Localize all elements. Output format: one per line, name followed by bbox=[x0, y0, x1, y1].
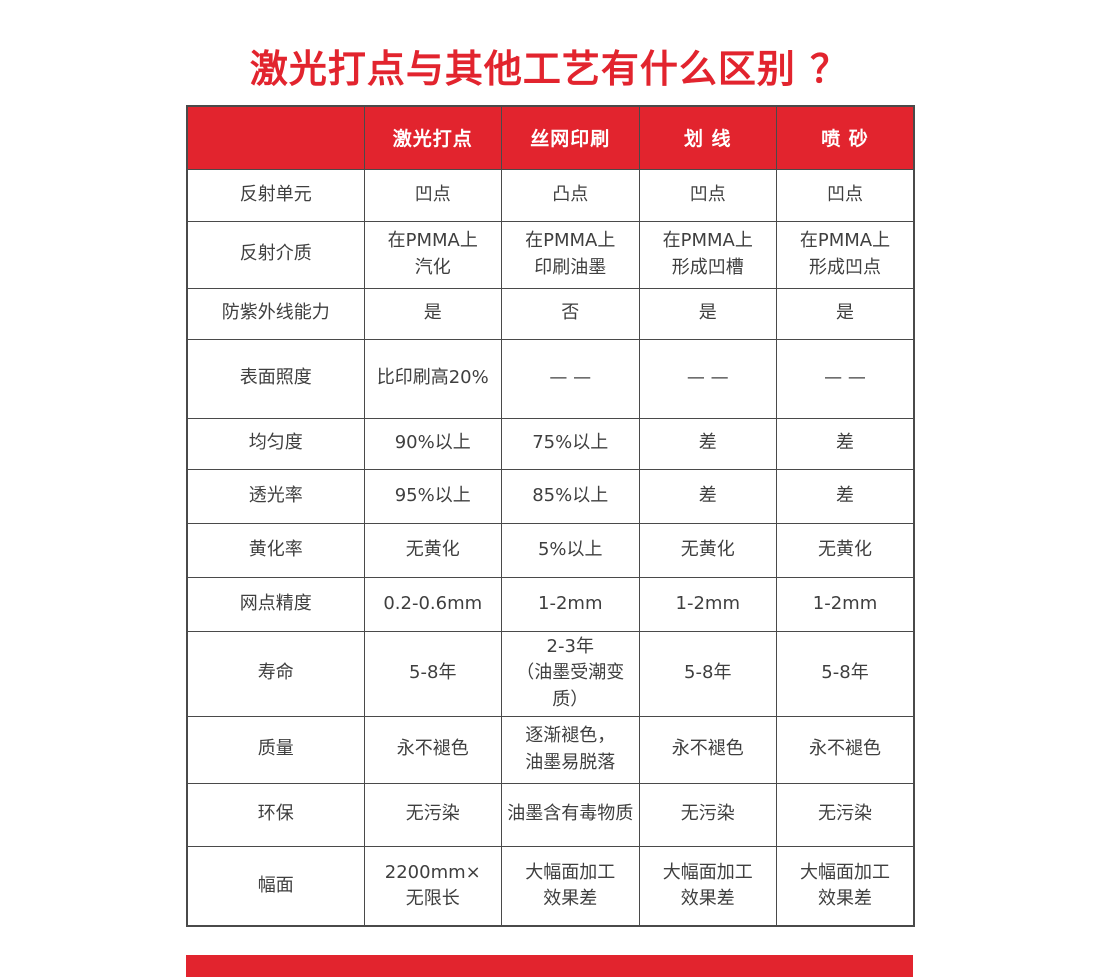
table-body: 反射单元 凹点 凸点 凹点 凹点 反射介质 在PMMA上 汽化 在PMMA上 印刷油墨 在PMM… bbox=[186, 168, 915, 927]
table-cell: 5-8年 bbox=[638, 630, 777, 717]
table-row: 透光率 95%以上 85%以上差差 bbox=[186, 468, 915, 524]
row-label: 防紫外线能力 bbox=[186, 287, 365, 340]
row-label: 均匀度 bbox=[186, 417, 365, 470]
table-row: 黄化率 无黄化 5%以上 无黄化 无黄化 bbox=[186, 522, 915, 578]
row-label: 透光率 bbox=[186, 468, 365, 524]
table-cell: 无污染 bbox=[776, 782, 915, 847]
table-cell: 在PMMA上 形成凹槽 bbox=[638, 220, 777, 289]
table-cell: 1-2mm bbox=[776, 576, 915, 632]
row-label: 质量 bbox=[186, 715, 365, 784]
table-cell: 无黄化 bbox=[776, 522, 915, 578]
column-header: 划 线 bbox=[638, 105, 777, 170]
table-cell: — — bbox=[501, 338, 640, 419]
row-label: 反射单元 bbox=[186, 168, 365, 222]
table-cell: 5%以上 bbox=[501, 522, 640, 578]
table-cell: 凹点 bbox=[363, 168, 502, 222]
table-cell: 否 bbox=[501, 287, 640, 340]
table-cell: 差 bbox=[776, 417, 915, 470]
table-cell: 90%以上 bbox=[363, 417, 502, 470]
row-label: 表面照度 bbox=[186, 338, 365, 419]
table-cell: 是 bbox=[776, 287, 915, 340]
row-label: 环保 bbox=[186, 782, 365, 847]
table-cell: 5-8年 bbox=[363, 630, 502, 717]
table-row: 防紫外线能力是否是是 bbox=[186, 287, 915, 340]
table-cell: 大幅面加工 效果差 bbox=[638, 845, 777, 927]
table-cell: 油墨含有毒物质 bbox=[501, 782, 640, 847]
corner-header-cell bbox=[186, 105, 365, 170]
table-cell: 无污染 bbox=[638, 782, 777, 847]
table-cell: 在PMMA上 印刷油墨 bbox=[501, 220, 640, 289]
table-row: 反射介质 在PMMA上 汽化 在PMMA上 印刷油墨 在PMMA上 形成凹槽 在PMMA… bbox=[186, 220, 915, 289]
table-cell: 2200mm× 无限长 bbox=[363, 845, 502, 927]
row-label: 反射介质 bbox=[186, 220, 365, 289]
table-header: 激光打点 丝网印刷划 线喷 砂 bbox=[186, 105, 915, 170]
column-header: 激光打点 bbox=[363, 105, 502, 170]
table-row: 表面照度 比印刷高20% — — — — — — bbox=[186, 338, 915, 419]
table-cell: 大幅面加工 效果差 bbox=[501, 845, 640, 927]
table-cell: — — bbox=[638, 338, 777, 419]
row-label: 黄化率 bbox=[186, 522, 365, 578]
header-row: 激光打点 丝网印刷划 线喷 砂 bbox=[186, 105, 915, 170]
table-cell: 无黄化 bbox=[363, 522, 502, 578]
table-cell: 在PMMA上 形成凹点 bbox=[776, 220, 915, 289]
column-header: 丝网印刷 bbox=[501, 105, 640, 170]
table-cell: 永不褪色 bbox=[638, 715, 777, 784]
table-cell: — — bbox=[776, 338, 915, 419]
table-row: 网点精度 0.2-0.6mm 1-2mm 1-2mm 1-2mm bbox=[186, 576, 915, 632]
comparison-table: 激光打点 丝网印刷划 线喷 砂 反射单元 凹点 凸点 凹点 凹点 反射介质 在PMMA上 汽化… bbox=[186, 105, 915, 927]
table-cell: 无黄化 bbox=[638, 522, 777, 578]
table-cell: 凸点 bbox=[501, 168, 640, 222]
table-cell: 95%以上 bbox=[363, 468, 502, 524]
table-cell: 1-2mm bbox=[501, 576, 640, 632]
table-row: 均匀度 90%以上 75%以上差差 bbox=[186, 417, 915, 470]
table-cell: 2-3年 （油墨受潮变质） bbox=[501, 630, 640, 717]
table-cell: 逐渐褪色， 油墨易脱落 bbox=[501, 715, 640, 784]
table-row: 反射单元 凹点 凸点 凹点 凹点 bbox=[186, 168, 915, 222]
table-row: 幅面 2200mm× 无限长 大幅面加工 效果差 大幅面加工 效果差 大幅面加工 效果差 bbox=[186, 845, 915, 927]
table-cell: 差 bbox=[638, 417, 777, 470]
table-cell: 85%以上 bbox=[501, 468, 640, 524]
footer-accent-bar bbox=[186, 955, 913, 977]
table-cell: 1-2mm bbox=[638, 576, 777, 632]
table-cell: 在PMMA上 汽化 bbox=[363, 220, 502, 289]
table-cell: 是 bbox=[638, 287, 777, 340]
table-cell: 差 bbox=[638, 468, 777, 524]
table-row: 质量 永不褪色 逐渐褪色， 油墨易脱落 永不褪色 永不褪色 bbox=[186, 715, 915, 784]
table-row: 环保 无污染 油墨含有毒物质 无污染 无污染 bbox=[186, 782, 915, 847]
table-cell: 凹点 bbox=[638, 168, 777, 222]
table-cell: 差 bbox=[776, 468, 915, 524]
row-label: 寿命 bbox=[186, 630, 365, 717]
table-row: 寿命 5-8年 2-3年 （油墨受潮变质） 5-8年 5-8年 bbox=[186, 630, 915, 717]
table-cell: 大幅面加工 效果差 bbox=[776, 845, 915, 927]
table-cell: 永不褪色 bbox=[776, 715, 915, 784]
row-label: 网点精度 bbox=[186, 576, 365, 632]
table-cell: 是 bbox=[363, 287, 502, 340]
column-header: 喷 砂 bbox=[776, 105, 915, 170]
table-cell: 0.2-0.6mm bbox=[363, 576, 502, 632]
table-cell: 凹点 bbox=[776, 168, 915, 222]
table-cell: 无污染 bbox=[363, 782, 502, 847]
table-cell: 比印刷高20% bbox=[363, 338, 502, 419]
page-title: 激光打点与其他工艺有什么区别 ？ bbox=[249, 47, 850, 91]
table-cell: 75%以上 bbox=[501, 417, 640, 470]
row-label: 幅面 bbox=[186, 845, 365, 927]
table-cell: 5-8年 bbox=[776, 630, 915, 717]
table-cell: 永不褪色 bbox=[363, 715, 502, 784]
